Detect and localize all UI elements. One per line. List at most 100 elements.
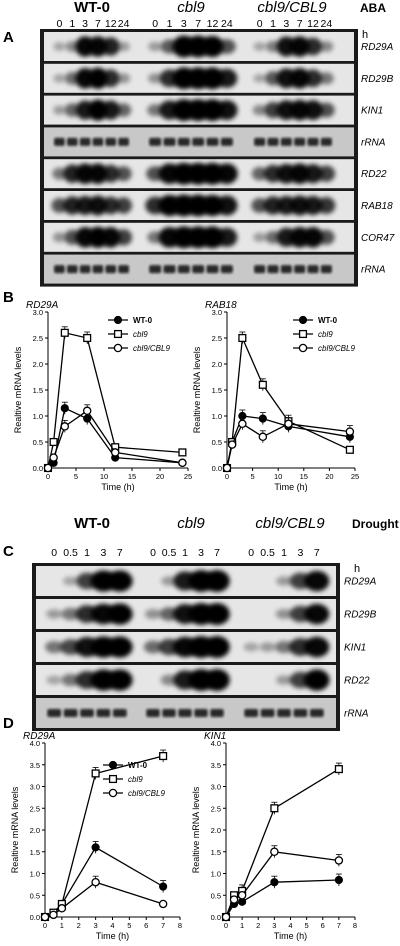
x-tick-label: 2 xyxy=(77,921,81,930)
panel-c-band xyxy=(304,636,330,658)
x-tick-label: 8 xyxy=(353,921,357,930)
y-tick-label: 2.5 xyxy=(30,804,40,813)
panel-c-band xyxy=(304,603,330,625)
panel-a-band xyxy=(216,68,238,88)
panel-a-rrna-band xyxy=(320,137,332,146)
panel-a-rrna-band xyxy=(54,137,65,146)
panel-a-band xyxy=(101,164,120,183)
panel-a-timepoint-label: 1 xyxy=(270,18,276,30)
legend-label: cbl9 xyxy=(133,330,148,339)
panel-a-rrna-band xyxy=(79,137,91,146)
panel-c-band xyxy=(106,636,133,658)
panel-c-letter: C xyxy=(3,543,14,560)
panel-a-band xyxy=(289,163,310,184)
y-tick-label: 3.5 xyxy=(30,761,40,770)
panel-a-band xyxy=(303,195,323,216)
panel-a-rrna-band xyxy=(105,137,117,146)
x-tick-label: 7 xyxy=(337,921,341,930)
panel-a-unit-label: h xyxy=(362,29,368,41)
y-tick-label: 3.5 xyxy=(211,761,221,770)
data-point xyxy=(83,333,92,343)
panel-c-gene-label: RD29B xyxy=(344,610,377,621)
panel-a-rrna-band xyxy=(66,265,78,274)
panel-c-band xyxy=(275,608,293,620)
legend-marker xyxy=(108,788,118,798)
series-line xyxy=(47,332,183,469)
panel-a-band xyxy=(116,103,132,117)
panel-a-band xyxy=(289,195,310,216)
data-point xyxy=(91,843,100,852)
panel-a-band xyxy=(51,198,68,213)
panel-a-gene-label: RD22 xyxy=(361,169,387,180)
x-tick-label: 10 xyxy=(274,472,282,481)
data-point xyxy=(82,406,92,416)
panel-a-strain-label: cbl9 xyxy=(177,0,205,16)
data-point xyxy=(237,891,247,900)
data-point xyxy=(258,432,268,442)
panel-a-rrna-band xyxy=(192,265,205,274)
data-point xyxy=(158,899,168,909)
chart-title: RAB18 xyxy=(205,300,237,311)
legend-label: cbl9 xyxy=(128,775,143,784)
y-tick-label: 3.0 xyxy=(33,308,43,317)
y-tick-label: 0.5 xyxy=(33,438,43,447)
panel-a-rrna-band xyxy=(307,137,319,146)
data-point xyxy=(258,380,267,389)
panel-c-timepoint-label: 3 xyxy=(297,547,303,559)
panel-a-gene-label: COR47 xyxy=(361,233,395,244)
y-tick-label: 0.0 xyxy=(33,464,43,473)
panel-a-band xyxy=(303,69,323,88)
panel-a-gene-label: rRNA xyxy=(361,137,386,148)
panel-a-gene-label: KIN1 xyxy=(361,106,383,117)
panel-a-band xyxy=(65,41,79,52)
panel-a-band xyxy=(216,100,238,121)
panel-a-band xyxy=(302,227,324,248)
panel-c-timepoint-label: 1 xyxy=(182,547,188,559)
y-tick-label: 0.0 xyxy=(211,913,221,922)
y-tick-label: 1.0 xyxy=(33,412,43,421)
panel-a-treatment-label: ABA xyxy=(360,1,386,15)
panel-c-timepoint-label: 7 xyxy=(214,547,220,559)
panel-a-band xyxy=(317,165,336,182)
legend-marker xyxy=(113,329,123,339)
panel-a-band xyxy=(147,73,163,84)
panel-d-letter: D xyxy=(3,715,14,732)
panel-c-rrna-band xyxy=(194,709,208,717)
x-tick-label: 25 xyxy=(351,472,359,481)
data-point xyxy=(227,440,237,449)
panel-c-rrna-band xyxy=(96,709,111,717)
panel-a-band xyxy=(52,232,66,243)
panel-a-timepoint-label: 7 xyxy=(195,18,201,30)
panel-c-band xyxy=(204,636,230,658)
y-tick-label: 3.0 xyxy=(211,783,221,792)
x-tick-label: 20 xyxy=(325,472,333,481)
panel-a-band xyxy=(253,73,266,83)
panel-a-band xyxy=(100,227,121,248)
y-tick-label: 2.5 xyxy=(33,334,43,343)
panel-c-band xyxy=(61,673,80,687)
x-tick-label: 1 xyxy=(240,921,244,930)
y-tick-label: 3.0 xyxy=(30,783,40,792)
panel-c-gene-label: RD29A xyxy=(344,577,377,588)
x-tick-label: 5 xyxy=(127,921,131,930)
panel-a-band xyxy=(217,39,236,54)
panel-c-band xyxy=(204,570,230,592)
panel-a-rrna-band xyxy=(206,265,219,274)
data-point xyxy=(40,912,50,922)
legend-label: cbl9/CBL9 xyxy=(318,344,355,353)
panel-a-rrna-band xyxy=(79,265,91,274)
panel-c-band xyxy=(204,603,230,625)
panel-a-timepoint-label: 3 xyxy=(82,18,88,30)
panel-a-band xyxy=(317,196,336,215)
panel-a-rrna-band xyxy=(149,265,162,274)
panel-c-band xyxy=(159,607,179,621)
panel-a-rrna-band xyxy=(220,265,233,274)
panel-a-band xyxy=(117,73,131,84)
legend-label: cbl9/CBL9 xyxy=(133,344,170,353)
panel-c-band xyxy=(276,576,292,586)
panel-c-band xyxy=(62,576,79,586)
panel-c-timepoint-label: 0 xyxy=(51,547,57,559)
panel-c-timepoint-label: 0.5 xyxy=(260,547,275,559)
y-tick-label: 2.0 xyxy=(212,360,222,369)
